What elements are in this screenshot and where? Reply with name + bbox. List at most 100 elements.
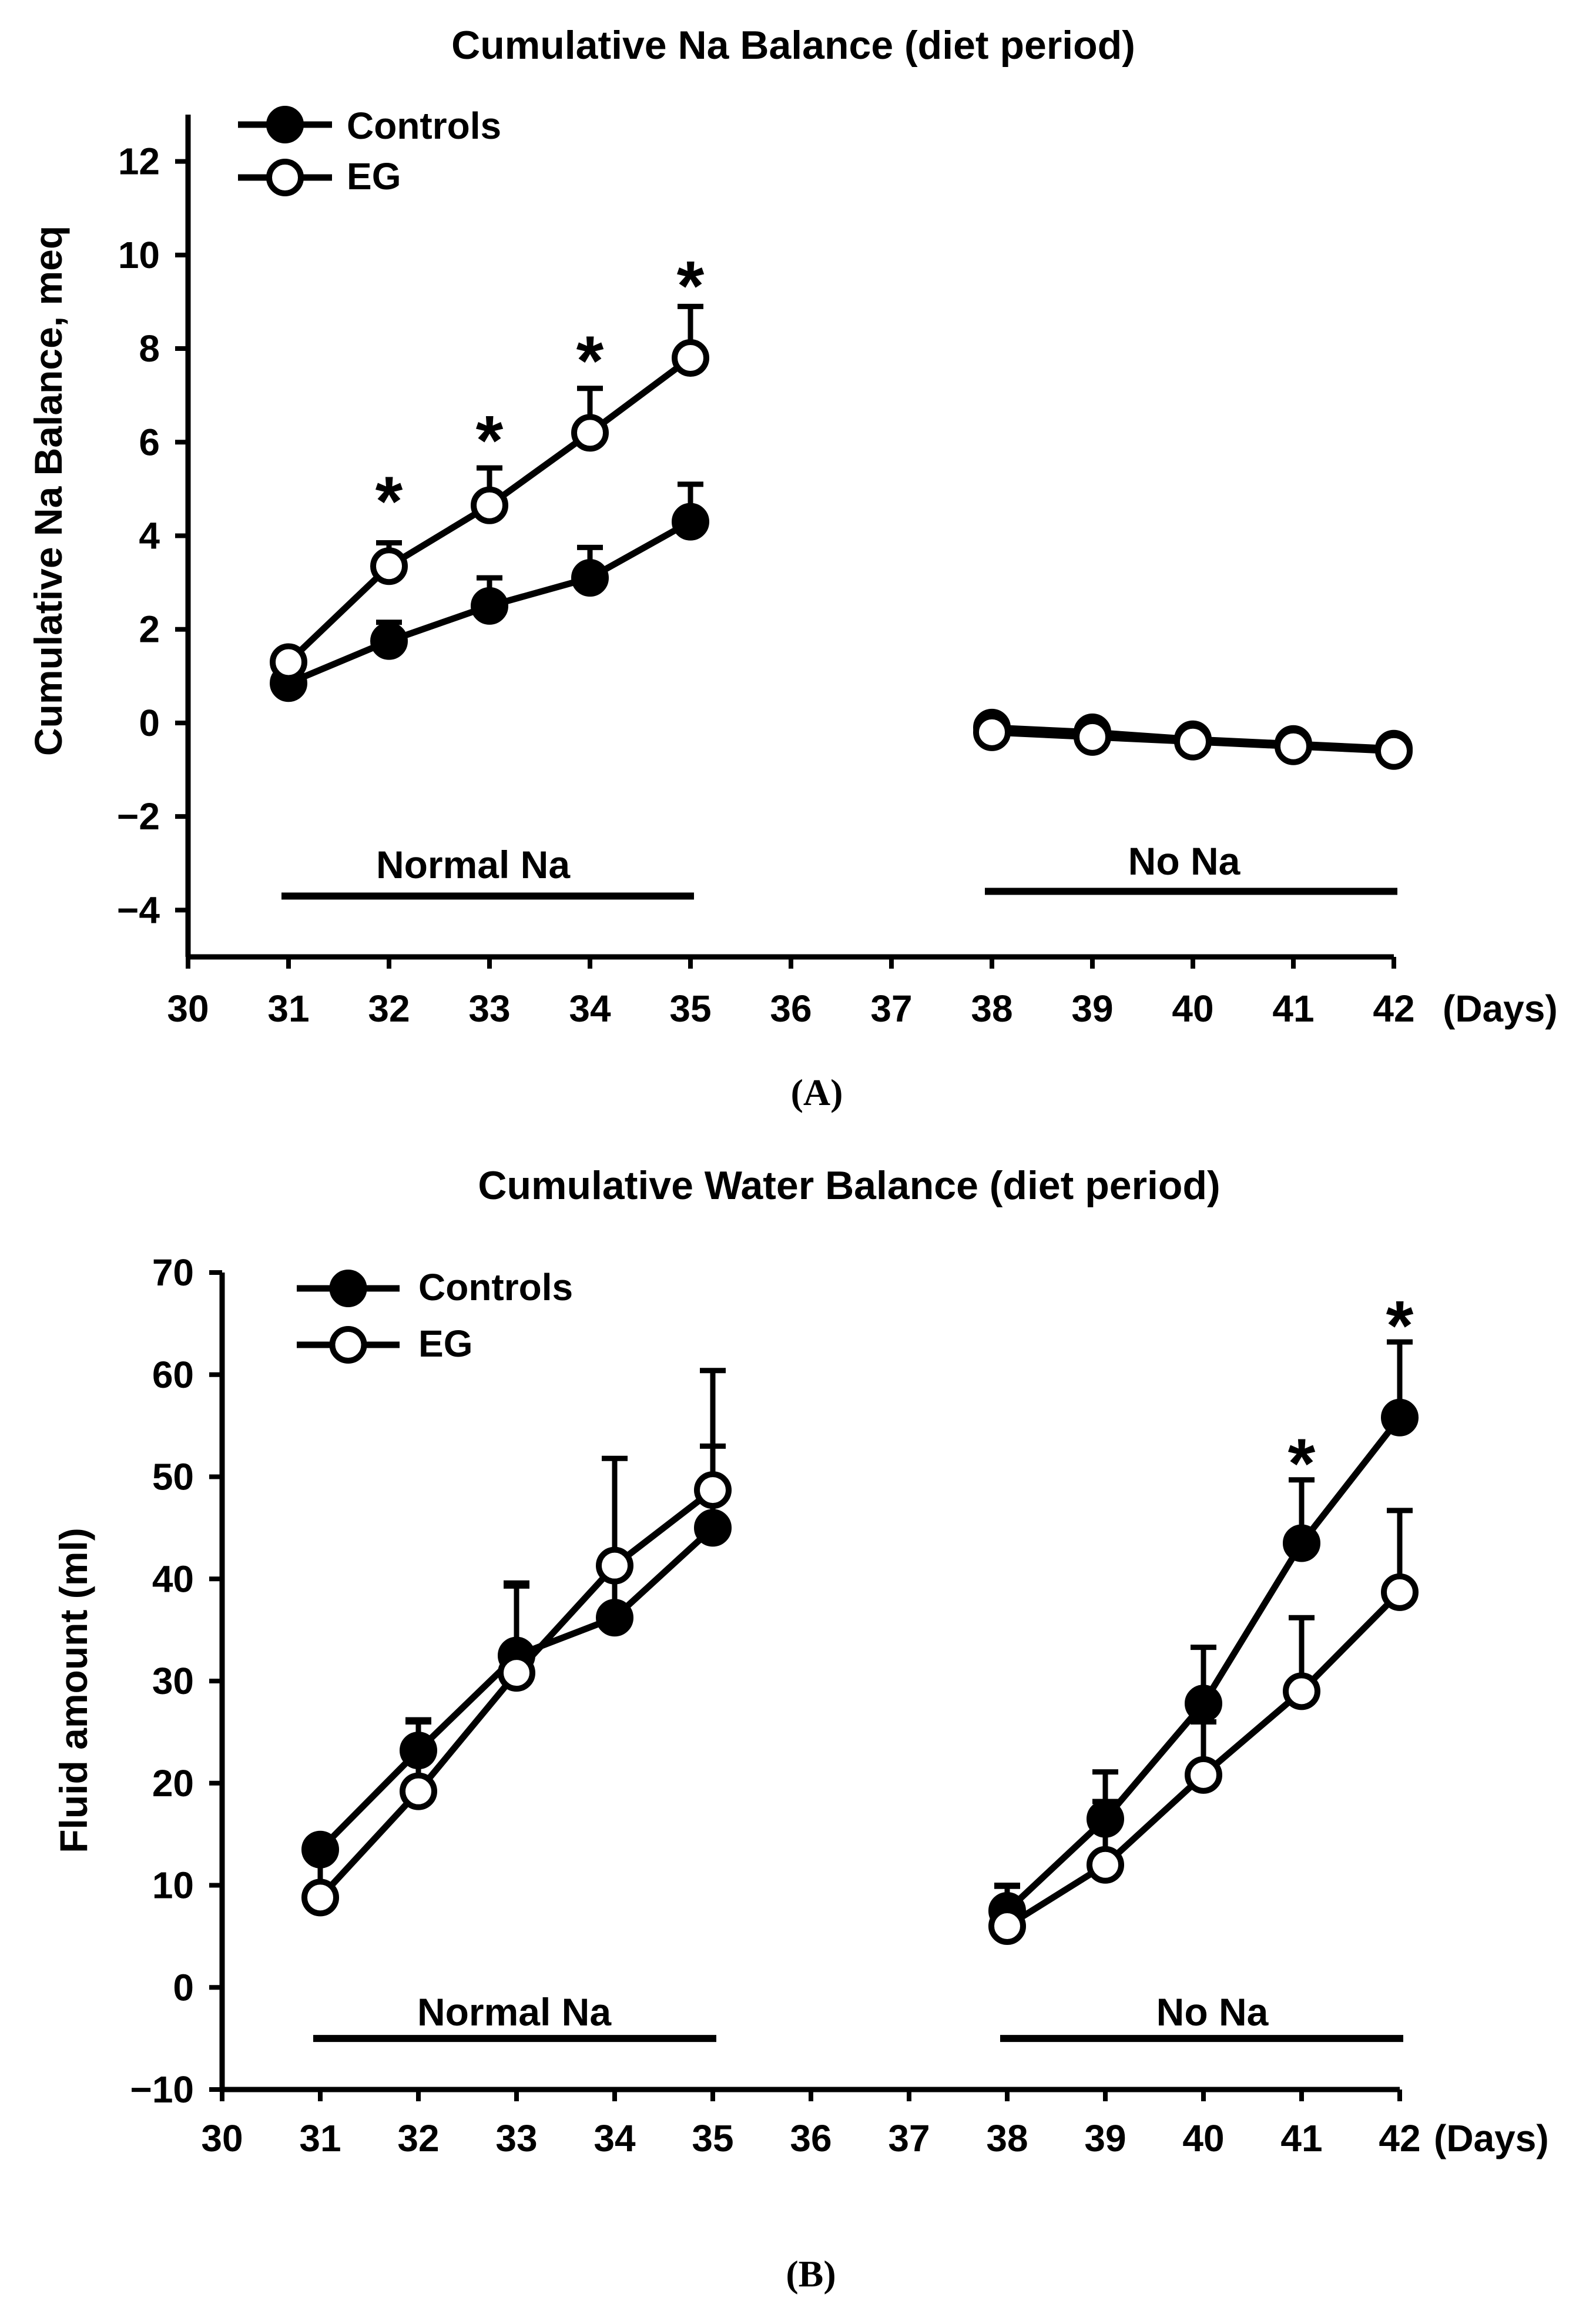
x-tick-label: 34 [569, 987, 611, 1030]
y-axis-label: Cumulative Na Balance, meq [26, 226, 70, 756]
data-point-eg [471, 486, 508, 524]
data-point-eg [672, 339, 709, 377]
y-tick-label: −10 [130, 2068, 194, 2111]
data-point-eg [1375, 732, 1413, 770]
data-point-controls [1087, 1800, 1124, 1838]
data-point-controls [370, 622, 408, 660]
data-point-controls [571, 559, 609, 597]
y-tick-label: 20 [152, 1762, 194, 1804]
data-point-eg [1381, 1573, 1419, 1611]
data-point-eg [270, 643, 307, 681]
y-tick-label: 8 [139, 327, 160, 370]
significance-marker: * [1386, 1287, 1414, 1365]
data-point-eg [1283, 1672, 1320, 1710]
data-point-controls [1381, 1398, 1419, 1437]
x-tick-label: 39 [1084, 2117, 1126, 2159]
data-point-controls [694, 1509, 732, 1547]
legend-marker-controls [266, 106, 304, 143]
data-point-eg [1174, 722, 1212, 761]
data-point-eg [301, 1879, 339, 1917]
data-point-eg [498, 1654, 535, 1692]
panel-b-marks: −10 0 10 20 30 40 50 60 70 30 31 32 33 34 35 36 37 38 39 40… [130, 1251, 1420, 2159]
significance-marker: * [476, 401, 504, 480]
data-point-eg [1087, 1846, 1124, 1884]
x-tick-label: 30 [167, 987, 209, 1030]
x-tick-label: 34 [594, 2117, 636, 2159]
data-point-eg [1074, 718, 1111, 756]
panel-label: (A) [791, 1072, 843, 1113]
y-tick-label: 30 [152, 1660, 194, 1702]
y-tick-label: 50 [152, 1456, 194, 1498]
y-tick-label: 4 [139, 515, 160, 557]
y-tick-label: 12 [118, 140, 160, 183]
legend-marker-eg [266, 159, 304, 196]
panel-a-chart: Cumulative Na Balance (diet period) Cumu… [26, 23, 1558, 1113]
y-tick-label: 70 [152, 1251, 194, 1294]
legend-marker-controls [329, 1270, 367, 1307]
significance-marker: * [1288, 1424, 1316, 1503]
y-tick-label: 2 [139, 608, 160, 651]
x-tick-label: 32 [368, 987, 410, 1030]
series-line-eg [317, 1487, 715, 1900]
x-tick-label: 41 [1280, 2117, 1322, 2159]
y-tick-label: 0 [173, 1966, 194, 2008]
data-point-eg [973, 713, 1011, 751]
data-point-controls [1283, 1524, 1320, 1562]
significance-marker: * [576, 322, 604, 400]
y-tick-label: 60 [152, 1354, 194, 1396]
x-tick-label: 42 [1379, 2117, 1420, 2159]
data-point-eg [694, 1471, 732, 1509]
x-tick-label: 35 [692, 2117, 733, 2159]
chart-title: Cumulative Water Balance (diet period) [478, 1163, 1220, 1208]
data-point-controls [672, 503, 709, 541]
data-point-eg [1275, 727, 1312, 765]
x-tick-label: 36 [770, 987, 812, 1030]
chart-title: Cumulative Na Balance (diet period) [451, 23, 1135, 68]
y-tick-label: 10 [118, 234, 160, 276]
data-point-controls [1185, 1685, 1222, 1723]
significance-marker: * [677, 247, 705, 326]
x-tick-label: 31 [299, 2117, 341, 2159]
period-label-no-na: No Na [1156, 1990, 1269, 2034]
data-point-eg [571, 414, 609, 452]
x-tick-label: 37 [888, 2117, 930, 2159]
x-tick-label: 35 [669, 987, 711, 1030]
x-tick-label: 30 [201, 2117, 243, 2159]
x-tick-label: 39 [1071, 987, 1113, 1030]
y-tick-label: 40 [152, 1558, 194, 1600]
panel-b-chart: Cumulative Water Balance (diet period) F… [52, 1163, 1549, 2295]
x-tick-label: 36 [790, 2117, 831, 2159]
y-tick-label: −4 [117, 889, 160, 931]
legend-label-eg: EG [347, 155, 401, 197]
significance-marker: * [375, 462, 403, 541]
x-tick-label: 33 [495, 2117, 537, 2159]
legend-marker-eg [329, 1326, 367, 1364]
y-tick-label: 6 [139, 421, 160, 463]
data-point-controls [596, 1599, 633, 1637]
data-point-controls [301, 1830, 339, 1869]
x-unit-label: (Days) [1434, 2117, 1549, 2159]
period-label-normal-na: Normal Na [376, 843, 571, 886]
x-tick-label: 40 [1182, 2117, 1224, 2159]
data-point-eg [596, 1546, 633, 1585]
legend-label-controls: Controls [347, 105, 501, 147]
x-tick-label: 38 [971, 987, 1012, 1030]
data-point-eg [1185, 1756, 1222, 1794]
panel-label: (B) [786, 2253, 836, 2295]
data-point-eg [370, 547, 408, 585]
period-label-no-na: No Na [1128, 839, 1241, 883]
y-tick-label: −2 [117, 795, 160, 838]
data-point-eg [400, 1772, 437, 1810]
x-tick-label: 31 [267, 987, 309, 1030]
data-point-eg [988, 1907, 1026, 1945]
data-point-controls [471, 587, 508, 625]
x-tick-label: 32 [397, 2117, 439, 2159]
x-tick-label: 42 [1373, 987, 1414, 1030]
x-tick-label: 37 [870, 987, 912, 1030]
x-tick-label: 41 [1272, 987, 1314, 1030]
y-tick-label: 0 [139, 702, 160, 744]
legend-label-controls: Controls [418, 1266, 573, 1308]
x-tick-label: 38 [986, 2117, 1028, 2159]
